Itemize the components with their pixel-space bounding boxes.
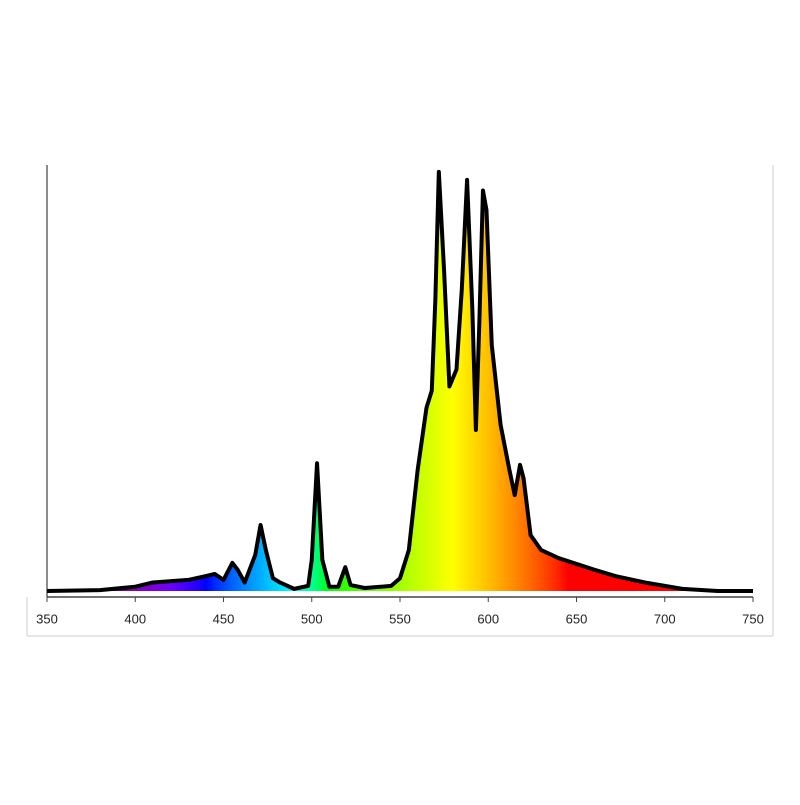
x-tick-label: 400 (124, 611, 146, 626)
x-tick-label: 350 (36, 611, 58, 626)
spectrum-line (46, 169, 753, 593)
x-tick-label: 650 (566, 611, 588, 626)
x-tick-label: 750 (742, 611, 764, 626)
spectrum-fill (47, 171, 753, 592)
x-tick-label: 700 (654, 611, 676, 626)
x-tick-label: 550 (389, 611, 411, 626)
x-tick-label: 500 (301, 611, 323, 626)
x-tick-label: 450 (213, 611, 235, 626)
x-tick-label: 600 (477, 611, 499, 626)
